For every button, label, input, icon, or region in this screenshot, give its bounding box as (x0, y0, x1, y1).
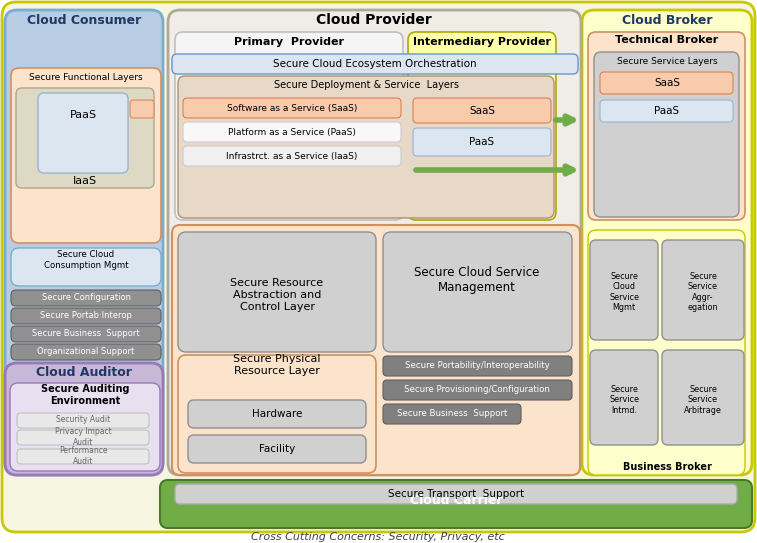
FancyBboxPatch shape (38, 93, 128, 173)
Text: Privacy Impact
Audit: Privacy Impact Audit (55, 427, 111, 447)
FancyBboxPatch shape (183, 122, 401, 142)
FancyBboxPatch shape (183, 98, 401, 118)
FancyBboxPatch shape (175, 484, 737, 504)
Text: Secure
Service
Arbitrage: Secure Service Arbitrage (684, 385, 722, 415)
Text: Hardware: Hardware (252, 409, 302, 419)
FancyBboxPatch shape (11, 308, 161, 324)
Text: Cloud Auditor: Cloud Auditor (36, 365, 132, 378)
Text: Secure Transport  Support: Secure Transport Support (388, 489, 524, 499)
Text: Secure Provisioning/Configuration: Secure Provisioning/Configuration (404, 386, 550, 395)
FancyBboxPatch shape (172, 225, 580, 475)
FancyBboxPatch shape (588, 32, 745, 220)
FancyBboxPatch shape (17, 449, 149, 464)
Text: PaaS: PaaS (655, 106, 680, 116)
FancyBboxPatch shape (168, 10, 581, 475)
Text: Secure Business  Support: Secure Business Support (397, 409, 507, 419)
FancyBboxPatch shape (582, 10, 752, 475)
Text: Cross Cutting Concerns: Security, Privacy, etc: Cross Cutting Concerns: Security, Privac… (251, 532, 505, 542)
FancyBboxPatch shape (594, 52, 739, 217)
FancyBboxPatch shape (2, 2, 755, 532)
Text: Secure Resource
Abstraction and
Control Layer: Secure Resource Abstraction and Control … (230, 279, 323, 312)
FancyBboxPatch shape (600, 72, 733, 94)
Text: Secure Portability/Interoperability: Secure Portability/Interoperability (405, 362, 550, 370)
FancyBboxPatch shape (172, 54, 578, 74)
Text: Cloud Provider: Cloud Provider (316, 13, 432, 27)
FancyBboxPatch shape (600, 100, 733, 122)
FancyBboxPatch shape (383, 380, 572, 400)
FancyBboxPatch shape (590, 240, 658, 340)
Text: Secure Deployment & Service  Layers: Secure Deployment & Service Layers (273, 80, 459, 90)
Text: IaaS: IaaS (73, 176, 97, 186)
Text: Secure Physical
Resource Layer: Secure Physical Resource Layer (233, 354, 321, 376)
Text: Performance
Audit: Performance Audit (59, 446, 107, 466)
FancyBboxPatch shape (11, 290, 161, 306)
Text: Technical Broker: Technical Broker (615, 35, 718, 45)
Text: Cloud Carrier: Cloud Carrier (410, 494, 502, 507)
FancyBboxPatch shape (178, 76, 554, 218)
FancyBboxPatch shape (10, 383, 160, 471)
Text: Secure Service Layers: Secure Service Layers (617, 56, 718, 66)
Text: Organizational Support: Organizational Support (37, 348, 135, 357)
Text: Cloud Broker: Cloud Broker (621, 14, 712, 27)
FancyBboxPatch shape (130, 100, 154, 118)
Text: Secure
Cloud
Service
Mgmt: Secure Cloud Service Mgmt (609, 272, 639, 312)
Text: Security Audit: Security Audit (56, 415, 110, 425)
FancyBboxPatch shape (188, 435, 366, 463)
Text: SaaS: SaaS (654, 78, 680, 88)
FancyBboxPatch shape (5, 10, 163, 475)
Text: Cloud Consumer: Cloud Consumer (27, 14, 141, 27)
Text: Secure Functional Layers: Secure Functional Layers (30, 73, 143, 81)
Text: PaaS: PaaS (70, 110, 97, 120)
FancyBboxPatch shape (11, 248, 161, 286)
FancyBboxPatch shape (588, 230, 745, 475)
Text: Platform as a Service (PaaS): Platform as a Service (PaaS) (228, 128, 356, 136)
FancyBboxPatch shape (413, 98, 551, 123)
FancyBboxPatch shape (5, 363, 163, 475)
Text: Secure Cloud
Consumption Mgmt: Secure Cloud Consumption Mgmt (44, 250, 129, 270)
Text: Secure
Service
Intmd.: Secure Service Intmd. (609, 385, 639, 415)
FancyBboxPatch shape (188, 400, 366, 428)
Text: Business Broker: Business Broker (622, 462, 712, 472)
FancyBboxPatch shape (160, 480, 752, 528)
FancyBboxPatch shape (17, 430, 149, 445)
Text: SaaS: SaaS (469, 106, 495, 116)
Text: Secure Portab·Interop: Secure Portab·Interop (40, 312, 132, 320)
FancyBboxPatch shape (175, 32, 403, 220)
FancyBboxPatch shape (408, 32, 556, 220)
FancyBboxPatch shape (662, 350, 744, 445)
Text: Intermediary Provider: Intermediary Provider (413, 37, 551, 47)
FancyBboxPatch shape (17, 413, 149, 428)
Text: Secure
Service
Aggr-
egation: Secure Service Aggr- egation (688, 272, 718, 312)
FancyBboxPatch shape (11, 344, 161, 360)
Text: Secure Cloud Ecosystem Orchestration: Secure Cloud Ecosystem Orchestration (273, 59, 477, 69)
FancyBboxPatch shape (383, 356, 572, 376)
Text: Secure Configuration: Secure Configuration (42, 294, 130, 302)
Text: Primary  Provider: Primary Provider (234, 37, 344, 47)
FancyBboxPatch shape (16, 88, 154, 188)
FancyBboxPatch shape (413, 128, 551, 156)
Text: Infrastrct. as a Service (IaaS): Infrastrct. as a Service (IaaS) (226, 151, 358, 161)
FancyBboxPatch shape (383, 404, 521, 424)
FancyBboxPatch shape (178, 232, 376, 352)
Text: Software as a Service (SaaS): Software as a Service (SaaS) (227, 104, 357, 112)
FancyBboxPatch shape (183, 146, 401, 166)
Text: Secure Cloud Service
Management: Secure Cloud Service Management (414, 266, 540, 294)
Text: PaaS: PaaS (469, 137, 494, 147)
FancyBboxPatch shape (178, 355, 376, 473)
FancyBboxPatch shape (11, 326, 161, 342)
FancyBboxPatch shape (662, 240, 744, 340)
Text: Facility: Facility (259, 444, 295, 454)
Text: Secure Business  Support: Secure Business Support (33, 330, 140, 338)
FancyBboxPatch shape (11, 68, 161, 243)
FancyBboxPatch shape (590, 350, 658, 445)
Text: Secure Auditing
Environment: Secure Auditing Environment (41, 384, 129, 406)
FancyBboxPatch shape (383, 232, 572, 352)
